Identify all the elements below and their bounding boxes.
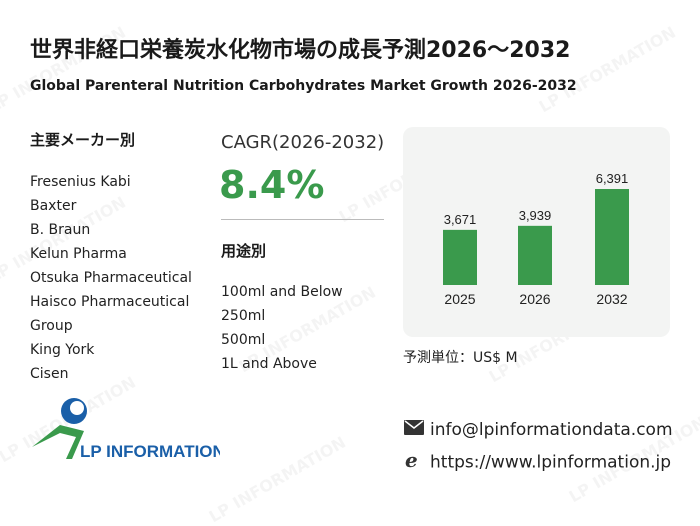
players-list: Fresenius Kabi Baxter B. Braun Kelun Pha…	[30, 170, 192, 386]
divider	[221, 219, 384, 220]
cagr-value: 8.4%	[219, 163, 325, 207]
unit-label: 予測単位：US$ M	[403, 350, 518, 366]
bar-2025	[443, 229, 477, 285]
value-label: 3,939	[519, 208, 552, 223]
website-contact[interactable]: e https://www.lpinformation.jp	[404, 448, 672, 475]
lp-information-logo: LP INFORMATION	[30, 395, 225, 469]
cagr-label: CAGR(2026-2032)	[221, 132, 385, 153]
x-tick-label: 2032	[596, 291, 627, 307]
list-item: Otsuka Pharmaceutical	[30, 270, 192, 286]
list-item: King York	[30, 342, 95, 358]
chart-panel: 3,671 2025 3,939 2026 6,391 2032	[403, 127, 670, 337]
page-title: 世界非経口栄養炭水化物市場の成長予測2026～2032	[30, 38, 571, 63]
value-label: 3,671	[444, 212, 477, 227]
list-item: Fresenius Kabi	[30, 174, 131, 190]
x-tick-label: 2025	[444, 291, 475, 307]
list-item: 250ml	[221, 308, 266, 324]
email-contact[interactable]: info@lpinformationdata.com	[404, 420, 673, 440]
bar-2026	[518, 225, 552, 285]
list-item: Haisco Pharmaceutical	[30, 294, 190, 310]
list-item: Baxter	[30, 198, 77, 214]
email-icon	[404, 420, 426, 440]
applications-list: 100ml and Below 250ml 500ml 1L and Above	[221, 280, 343, 376]
value-label: 6,391	[596, 171, 629, 186]
bar-chart: 3,671 2025 3,939 2026 6,391 2032	[443, 171, 629, 307]
players-heading: 主要メーカー別	[30, 131, 136, 149]
bar-2032	[595, 189, 629, 285]
website-text[interactable]: https://www.lpinformation.jp	[430, 452, 672, 473]
logo-text: LP INFORMATION	[80, 442, 220, 461]
list-item: Group	[30, 318, 73, 334]
logo-mark-icon: LP INFORMATION	[32, 398, 225, 461]
page-subtitle: Global Parenteral Nutrition Carbohydrate…	[30, 78, 577, 94]
list-item: 100ml and Below	[221, 284, 343, 300]
list-item: 500ml	[221, 332, 266, 348]
svg-text:e: e	[405, 450, 418, 470]
applications-heading: 用途別	[221, 242, 267, 260]
x-tick-label: 2026	[519, 291, 550, 307]
list-item: B. Braun	[30, 222, 91, 238]
browser-icon: e	[404, 448, 426, 475]
watermark: LP INFORMATION	[206, 433, 349, 526]
list-item: 1L and Above	[221, 356, 317, 372]
email-text[interactable]: info@lpinformationdata.com	[430, 420, 673, 440]
list-item: Kelun Pharma	[30, 246, 127, 262]
list-item: Cisen	[30, 366, 69, 382]
